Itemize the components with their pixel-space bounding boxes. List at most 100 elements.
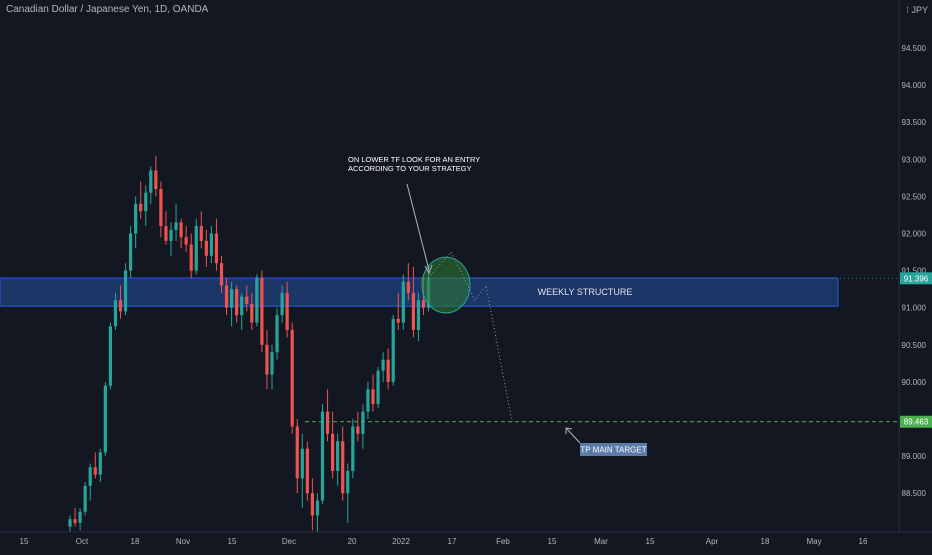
candle-body [346, 470, 350, 494]
time-tick-label: Feb [496, 537, 510, 546]
candle-body [265, 344, 269, 375]
candle-body [73, 519, 77, 523]
candle-body [255, 278, 259, 323]
candle-body [401, 281, 405, 323]
time-tick-label: 17 [448, 537, 457, 546]
candle-body [341, 441, 345, 494]
price-tick-label: 94.000 [902, 81, 927, 90]
price-axis[interactable]: 94.500 94.000 93.500 93.000 92.500 92.000 91.5… [900, 44, 932, 498]
candle-body [290, 329, 294, 427]
candle-body [235, 289, 239, 316]
candle-body [103, 385, 107, 453]
candle-body [376, 370, 380, 405]
candle-body [88, 467, 92, 486]
candle-body [250, 303, 254, 323]
candle-body [144, 192, 148, 212]
price-tick-label: 88.500 [902, 489, 927, 498]
entry-note-line1: ON LOWER TF LOOK FOR AN ENTRY [348, 155, 480, 164]
candle-body [68, 519, 72, 527]
candle-body [381, 359, 385, 371]
candle-body [93, 467, 97, 475]
price-tick-label: 92.500 [902, 192, 927, 201]
target-arrow [566, 428, 581, 444]
candle-body [118, 300, 123, 312]
candle-body [174, 222, 178, 230]
time-tick-label: 15 [548, 537, 557, 546]
price-tick-label: 90.000 [902, 378, 927, 387]
zone-label: WEEKLY STRUCTURE [538, 287, 633, 297]
candle-body [98, 452, 102, 475]
candle-body [179, 222, 183, 238]
chart-title: Canadian Dollar / Japanese Yen, 1D, OAND… [6, 4, 209, 15]
candle-body [396, 318, 400, 323]
candle-body [230, 289, 234, 308]
price-tick-label: 91.000 [902, 304, 927, 313]
time-tick-label: 15 [20, 537, 29, 546]
time-tick-label: 18 [131, 537, 140, 546]
candle-body [361, 411, 365, 434]
candle-body [305, 448, 309, 494]
candle-body [295, 426, 299, 479]
current-price-badge [900, 272, 932, 285]
candle-body [391, 318, 395, 382]
candle-body [139, 203, 143, 212]
price-tick-label: 90.500 [902, 341, 927, 350]
time-axis[interactable]: 15 Oct 18 Nov 15 Dec 20 2022 17 Feb 15 Mar 15 Apr 18 Ma… [20, 537, 868, 546]
candle-body [108, 326, 112, 386]
candle-body [411, 292, 415, 330]
target-label-box [580, 443, 647, 456]
target-price-label: 89.463 [904, 418, 929, 427]
candle-body [240, 296, 244, 316]
target-arrowhead [565, 427, 573, 434]
currency-label: JPY [911, 5, 928, 15]
price-tick-label: 93.500 [902, 118, 927, 127]
candle-body [113, 300, 118, 327]
candle-body [129, 233, 133, 271]
candle-body [199, 226, 203, 241]
candle-body [310, 493, 314, 516]
overlays [305, 183, 899, 444]
candle-body [209, 233, 213, 256]
candle-body [134, 203, 138, 234]
time-tick-label: 16 [859, 537, 868, 546]
time-tick-label: Oct [76, 537, 89, 546]
candle-body [356, 426, 360, 434]
candle-body [421, 300, 426, 308]
candle-body [194, 226, 198, 271]
entry-arrow [406, 183, 430, 271]
candle-body [371, 389, 375, 405]
candle-body [83, 485, 87, 512]
candle-body [169, 229, 173, 241]
candle-body [275, 315, 279, 353]
target-price-badge [900, 415, 932, 428]
currency-badge[interactable]: ⁝ JPY [906, 5, 928, 16]
time-tick-label: 20 [348, 537, 357, 546]
time-tick-label: Apr [706, 537, 719, 546]
price-tick-label: 93.000 [902, 155, 927, 164]
current-price-label: 91.396 [904, 274, 929, 283]
time-tick-label: 2022 [392, 537, 410, 546]
candle-body [78, 511, 82, 523]
candle-body [366, 389, 370, 412]
candle-body [285, 292, 289, 330]
price-tick-label: 91.500 [902, 267, 927, 276]
candle-body [260, 278, 264, 345]
price-tick-label: 94.500 [902, 44, 927, 53]
time-tick-label: 18 [761, 537, 770, 546]
time-tick-label: 15 [646, 537, 655, 546]
entry-circle [421, 256, 471, 314]
candle-body [245, 296, 249, 304]
price-tick-label: 92.000 [902, 230, 927, 239]
candle-body [270, 352, 274, 375]
time-tick-label: Mar [594, 537, 608, 546]
candle-body [189, 244, 193, 271]
candle-body [219, 263, 224, 286]
entry-note-line2: ACCORDING TO YOUR STRATEGY [348, 164, 472, 173]
candle-body [214, 233, 219, 264]
candle-body [123, 270, 128, 312]
entry-arrowhead [424, 264, 433, 275]
time-tick-label: 15 [228, 537, 237, 546]
